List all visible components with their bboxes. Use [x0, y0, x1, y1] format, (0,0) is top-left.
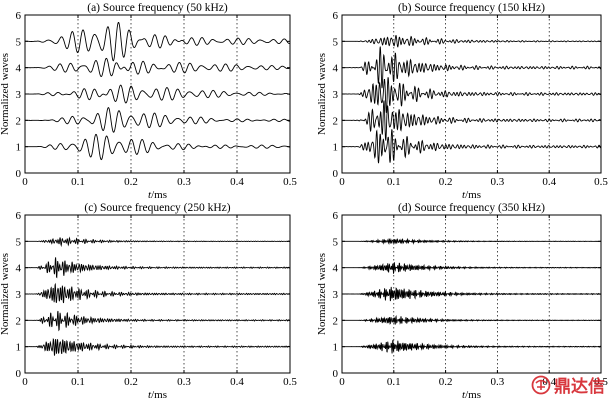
chart-title: (b) Source frequency (150 kHz) [398, 2, 545, 14]
x-tick-label: 0.2 [124, 176, 138, 188]
y-tick-label: 4 [16, 263, 22, 275]
chart-title: (a) Source frequency (50 kHz) [87, 2, 228, 14]
trace-line [25, 57, 291, 78]
y-tick-label: 4 [333, 63, 339, 75]
y-tick-label: 2 [16, 315, 22, 327]
chart-title: (d) Source frequency (350 kHz) [398, 202, 545, 214]
y-axis-label: Normalized waves [0, 53, 11, 135]
y-tick-label: 6 [333, 210, 339, 222]
trace-line [24, 257, 291, 279]
y-tick-label: 1 [16, 142, 22, 154]
y-tick-label: 1 [333, 142, 339, 154]
x-tick-label: 0 [22, 376, 28, 388]
trace-line [25, 84, 291, 104]
trace-line [25, 107, 291, 133]
y-tick-label: 2 [333, 315, 339, 327]
x-tick-label: 0.1 [71, 376, 85, 388]
x-tick-label: 0.3 [177, 376, 191, 388]
y-tick-label: 3 [16, 289, 22, 301]
trace-line [24, 337, 291, 356]
watermark-logo-icon [531, 375, 551, 394]
x-tick-label: 0.3 [491, 376, 505, 388]
y-tick-label: 1 [16, 342, 22, 354]
trace-line [25, 236, 291, 248]
y-tick-label: 2 [16, 115, 22, 127]
trace-line [341, 100, 602, 141]
y-tick-label: 6 [333, 10, 339, 22]
y-tick-label: 4 [16, 63, 22, 75]
chart-panel-1: 0 0.1 0.2 0.3 0.4 0.5 0 1 2 3 4 5 6 (a) Source freque… [0, 2, 297, 201]
x-tick-label: 0.5 [283, 176, 297, 188]
trace-line [24, 21, 291, 62]
trace-line [341, 77, 602, 113]
y-tick-label: 1 [333, 342, 339, 354]
trace-line [341, 237, 602, 245]
trace-line [341, 339, 602, 354]
y-tick-label: 6 [16, 10, 22, 22]
chart-title: (c) Source frequency (250 kHz) [84, 202, 230, 214]
trace-line [341, 314, 602, 325]
y-axis-label: Normalized waves [0, 253, 11, 335]
x-tick-label: 0 [22, 176, 28, 188]
x-tick-label: 0.4 [230, 176, 244, 188]
y-tick-label: 3 [333, 289, 339, 301]
x-tick-label: 0.2 [439, 376, 453, 388]
trace-line [24, 310, 291, 332]
x-tick-label: 0.5 [594, 376, 608, 388]
y-axis-label: Normalized waves [316, 53, 328, 135]
x-tick-label: 0.1 [71, 176, 85, 188]
y-tick-label: 0 [333, 168, 339, 180]
y-tick-label: 0 [333, 368, 339, 380]
x-axis-label: t/ms [462, 189, 481, 201]
y-tick-label: 5 [16, 36, 22, 48]
y-tick-label: 5 [333, 36, 339, 48]
y-axis-label: Normalized waves [316, 253, 328, 335]
x-tick-label: 0 [339, 376, 345, 388]
trace-line [341, 262, 602, 274]
chart-panel-3: 0 0.1 0.2 0.3 0.4 0.5 0 1 2 3 4 5 6 (c) Source freque… [0, 202, 297, 401]
x-tick-label: 0 [339, 176, 345, 188]
x-tick-label: 0.5 [594, 176, 608, 188]
trace-line [341, 286, 602, 302]
trace-line [342, 35, 602, 48]
watermark-text: 鼎达信 [554, 377, 605, 397]
y-tick-label: 6 [16, 210, 22, 222]
y-tick-label: 2 [333, 115, 339, 127]
y-tick-label: 0 [16, 168, 22, 180]
watermark: 鼎达信 [531, 372, 605, 397]
x-tick-label: 0.5 [283, 376, 297, 388]
x-tick-label: 0.4 [230, 376, 244, 388]
x-tick-label: 0.2 [439, 176, 453, 188]
trace-line [25, 282, 291, 304]
x-tick-label: 0.3 [491, 176, 505, 188]
y-tick-label: 5 [16, 236, 22, 248]
x-tick-label: 0.4 [542, 176, 556, 188]
trace-line [341, 46, 602, 89]
chart-panel-2: 0 0.1 0.2 0.3 0.4 0.5 0 1 2 3 4 5 6 (b) Source freque… [316, 2, 608, 201]
x-axis-label: t/ms [148, 389, 167, 401]
y-tick-label: 3 [333, 89, 339, 101]
x-tick-label: 0.1 [387, 176, 401, 188]
y-tick-label: 0 [16, 368, 22, 380]
y-tick-label: 5 [333, 236, 339, 248]
x-axis-label: t/ms [462, 389, 481, 401]
x-tick-label: 0.3 [177, 176, 191, 188]
x-tick-label: 0.1 [387, 376, 401, 388]
trace-line [341, 129, 602, 164]
y-tick-label: 3 [16, 89, 22, 101]
x-tick-label: 0.2 [124, 376, 138, 388]
trace-line [25, 133, 291, 161]
x-axis-label: t/ms [148, 189, 167, 201]
y-tick-label: 4 [333, 263, 339, 275]
